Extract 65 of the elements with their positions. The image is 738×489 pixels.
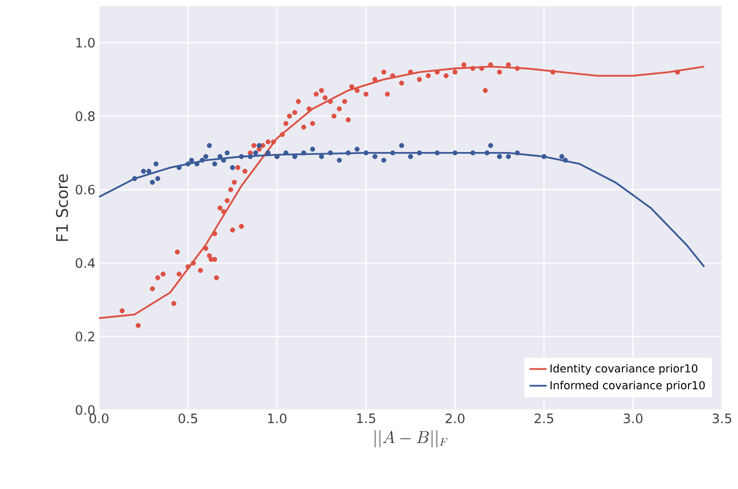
point xyxy=(206,143,212,148)
y-tick-label: 0.4 xyxy=(76,258,95,268)
x-tick-label: 0.0 xyxy=(90,414,108,424)
point xyxy=(346,150,351,156)
x-axis-title: $||A-B||_F$ xyxy=(374,430,448,448)
point xyxy=(153,161,158,166)
point xyxy=(434,150,440,156)
point xyxy=(506,154,511,160)
y-tick-label: 0.0 xyxy=(76,405,95,415)
point xyxy=(224,150,230,156)
point xyxy=(562,158,568,163)
point xyxy=(452,150,458,156)
point xyxy=(381,158,386,163)
point xyxy=(221,158,226,163)
point xyxy=(310,146,316,152)
y-axis-title: F1 Score xyxy=(56,174,68,241)
point xyxy=(364,150,368,156)
point xyxy=(283,150,288,156)
point xyxy=(238,154,244,160)
x-tick-label: 1.5 xyxy=(357,414,376,424)
point xyxy=(488,143,494,148)
point xyxy=(390,150,396,156)
point xyxy=(497,154,502,160)
point xyxy=(559,154,564,160)
point xyxy=(408,154,413,160)
point xyxy=(230,165,235,170)
point xyxy=(212,161,218,166)
point xyxy=(141,168,146,174)
x-tick-label: 0.5 xyxy=(178,414,198,424)
point xyxy=(328,150,333,156)
point xyxy=(354,146,360,152)
point xyxy=(253,150,258,156)
point xyxy=(248,154,253,160)
point xyxy=(132,176,138,182)
point xyxy=(301,150,306,156)
point xyxy=(155,176,160,182)
point xyxy=(542,154,546,160)
point xyxy=(186,161,190,166)
y-tick-label: 0.6 xyxy=(76,184,95,195)
x-tick-label: 2.0 xyxy=(446,414,464,424)
point xyxy=(256,143,262,148)
y-tick-label: 0.2 xyxy=(76,332,94,342)
x-tick-label: 3.0 xyxy=(624,414,642,424)
x-tick-label: 3.5 xyxy=(712,414,732,424)
point xyxy=(470,150,476,156)
legend-label: Identity covariance prior10 xyxy=(550,364,698,375)
x-tick-label: 1.0 xyxy=(268,414,286,424)
y-tick-label: 1.0 xyxy=(76,38,95,48)
legend-label: Informed covariance prior10 xyxy=(550,380,705,392)
point xyxy=(399,143,404,148)
point xyxy=(189,158,194,163)
point xyxy=(150,180,155,185)
point xyxy=(146,168,152,174)
point xyxy=(484,150,490,156)
point xyxy=(194,161,200,166)
point xyxy=(514,150,520,156)
point xyxy=(203,154,208,160)
y-tick-label: 0.8 xyxy=(76,111,95,122)
x-tick-label: 2.5 xyxy=(534,414,554,424)
point xyxy=(319,154,324,160)
point xyxy=(176,165,182,170)
point xyxy=(336,158,342,163)
point xyxy=(372,154,378,160)
point xyxy=(416,150,422,156)
point xyxy=(200,158,205,163)
